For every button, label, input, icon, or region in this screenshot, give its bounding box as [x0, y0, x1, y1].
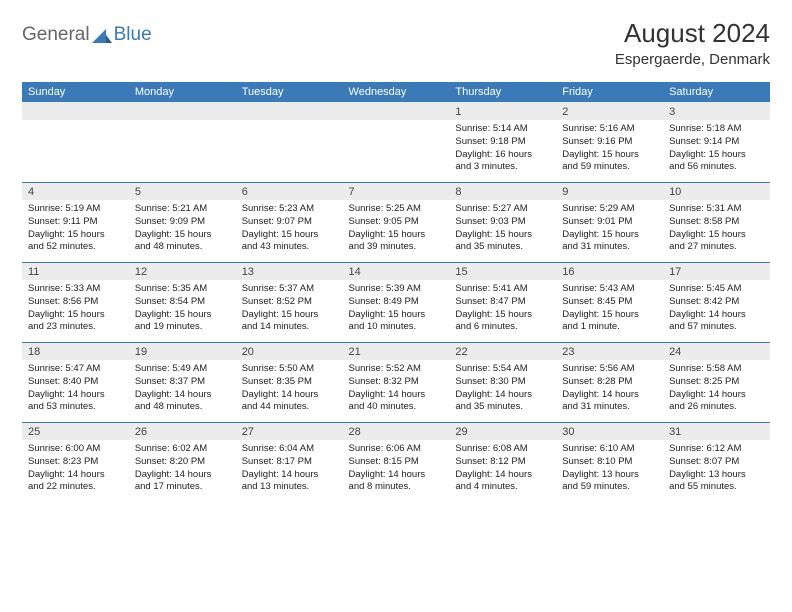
day-detail: Sunrise: 5:43 AM Sunset: 8:45 PM Dayligh…: [556, 280, 663, 342]
daynum-row: 25262728293031: [22, 422, 770, 440]
day-number: 9: [556, 182, 663, 200]
day-number: 16: [556, 262, 663, 280]
day-detail: Sunrise: 5:14 AM Sunset: 9:18 PM Dayligh…: [449, 120, 556, 182]
dayhead-mon: Monday: [129, 82, 236, 102]
day-detail: Sunrise: 5:33 AM Sunset: 8:56 PM Dayligh…: [22, 280, 129, 342]
day-detail: Sunrise: 5:18 AM Sunset: 9:14 PM Dayligh…: [663, 120, 770, 182]
day-detail: Sunrise: 5:56 AM Sunset: 8:28 PM Dayligh…: [556, 360, 663, 422]
day-number: 8: [449, 182, 556, 200]
day-detail: Sunrise: 5:49 AM Sunset: 8:37 PM Dayligh…: [129, 360, 236, 422]
day-detail: Sunrise: 5:35 AM Sunset: 8:54 PM Dayligh…: [129, 280, 236, 342]
day-number: 31: [663, 422, 770, 440]
day-number: 12: [129, 262, 236, 280]
day-number: 30: [556, 422, 663, 440]
day-number: 25: [22, 422, 129, 440]
day-number: [22, 102, 129, 120]
day-detail: Sunrise: 5:52 AM Sunset: 8:32 PM Dayligh…: [343, 360, 450, 422]
day-detail: Sunrise: 6:06 AM Sunset: 8:15 PM Dayligh…: [343, 440, 450, 502]
day-number: 29: [449, 422, 556, 440]
day-number: 11: [22, 262, 129, 280]
day-number: 27: [236, 422, 343, 440]
day-detail: Sunrise: 5:37 AM Sunset: 8:52 PM Dayligh…: [236, 280, 343, 342]
day-header-row: Sunday Monday Tuesday Wednesday Thursday…: [22, 82, 770, 102]
day-detail: Sunrise: 5:16 AM Sunset: 9:16 PM Dayligh…: [556, 120, 663, 182]
day-detail: Sunrise: 5:31 AM Sunset: 8:58 PM Dayligh…: [663, 200, 770, 262]
dayhead-thu: Thursday: [449, 82, 556, 102]
day-number: 19: [129, 342, 236, 360]
month-title: August 2024: [615, 18, 770, 49]
detail-row: Sunrise: 6:00 AM Sunset: 8:23 PM Dayligh…: [22, 440, 770, 502]
dayhead-fri: Friday: [556, 82, 663, 102]
daynum-row: 18192021222324: [22, 342, 770, 360]
day-detail: Sunrise: 5:50 AM Sunset: 8:35 PM Dayligh…: [236, 360, 343, 422]
day-detail: Sunrise: 6:04 AM Sunset: 8:17 PM Dayligh…: [236, 440, 343, 502]
logo-text-general: General: [22, 24, 90, 46]
daynum-row: 123: [22, 102, 770, 120]
dayhead-tue: Tuesday: [236, 82, 343, 102]
dayhead-sun: Sunday: [22, 82, 129, 102]
daynum-row: 45678910: [22, 182, 770, 200]
day-number: 7: [343, 182, 450, 200]
day-detail: Sunrise: 5:29 AM Sunset: 9:01 PM Dayligh…: [556, 200, 663, 262]
day-detail: Sunrise: 5:45 AM Sunset: 8:42 PM Dayligh…: [663, 280, 770, 342]
calendar-body: 123Sunrise: 5:14 AM Sunset: 9:18 PM Dayl…: [22, 102, 770, 502]
day-number: 6: [236, 182, 343, 200]
day-number: 20: [236, 342, 343, 360]
day-detail: Sunrise: 6:08 AM Sunset: 8:12 PM Dayligh…: [449, 440, 556, 502]
day-number: 10: [663, 182, 770, 200]
day-number: 4: [22, 182, 129, 200]
day-detail: Sunrise: 5:19 AM Sunset: 9:11 PM Dayligh…: [22, 200, 129, 262]
day-number: 22: [449, 342, 556, 360]
detail-row: Sunrise: 5:47 AM Sunset: 8:40 PM Dayligh…: [22, 360, 770, 422]
detail-row: Sunrise: 5:19 AM Sunset: 9:11 PM Dayligh…: [22, 200, 770, 262]
day-number: 1: [449, 102, 556, 120]
day-number: 2: [556, 102, 663, 120]
detail-row: Sunrise: 5:14 AM Sunset: 9:18 PM Dayligh…: [22, 120, 770, 182]
day-detail: Sunrise: 5:25 AM Sunset: 9:05 PM Dayligh…: [343, 200, 450, 262]
day-detail: Sunrise: 5:58 AM Sunset: 8:25 PM Dayligh…: [663, 360, 770, 422]
day-number: 23: [556, 342, 663, 360]
day-detail: Sunrise: 5:41 AM Sunset: 8:47 PM Dayligh…: [449, 280, 556, 342]
header: General Blue August 2024 Espergaerde, De…: [22, 18, 770, 68]
day-number: 17: [663, 262, 770, 280]
day-detail: Sunrise: 5:39 AM Sunset: 8:49 PM Dayligh…: [343, 280, 450, 342]
day-detail: Sunrise: 5:27 AM Sunset: 9:03 PM Dayligh…: [449, 200, 556, 262]
day-detail: Sunrise: 6:00 AM Sunset: 8:23 PM Dayligh…: [22, 440, 129, 502]
day-detail: Sunrise: 5:54 AM Sunset: 8:30 PM Dayligh…: [449, 360, 556, 422]
day-number: 13: [236, 262, 343, 280]
dayhead-sat: Saturday: [663, 82, 770, 102]
day-number: 5: [129, 182, 236, 200]
day-detail: Sunrise: 5:23 AM Sunset: 9:07 PM Dayligh…: [236, 200, 343, 262]
day-detail: Sunrise: 6:10 AM Sunset: 8:10 PM Dayligh…: [556, 440, 663, 502]
logo-triangle-icon: [92, 27, 112, 43]
day-number: 15: [449, 262, 556, 280]
logo-text-blue: Blue: [114, 24, 152, 46]
dayhead-wed: Wednesday: [343, 82, 450, 102]
day-number: 3: [663, 102, 770, 120]
day-detail: [129, 120, 236, 182]
detail-row: Sunrise: 5:33 AM Sunset: 8:56 PM Dayligh…: [22, 280, 770, 342]
daynum-row: 11121314151617: [22, 262, 770, 280]
day-detail: [22, 120, 129, 182]
day-number: [343, 102, 450, 120]
day-number: 26: [129, 422, 236, 440]
day-number: 28: [343, 422, 450, 440]
day-number: 24: [663, 342, 770, 360]
day-detail: Sunrise: 5:21 AM Sunset: 9:09 PM Dayligh…: [129, 200, 236, 262]
day-detail: [236, 120, 343, 182]
day-number: 14: [343, 262, 450, 280]
title-block: August 2024 Espergaerde, Denmark: [615, 18, 770, 68]
day-detail: Sunrise: 6:02 AM Sunset: 8:20 PM Dayligh…: [129, 440, 236, 502]
day-number: [129, 102, 236, 120]
day-detail: Sunrise: 5:47 AM Sunset: 8:40 PM Dayligh…: [22, 360, 129, 422]
location: Espergaerde, Denmark: [615, 51, 770, 68]
day-detail: Sunrise: 6:12 AM Sunset: 8:07 PM Dayligh…: [663, 440, 770, 502]
day-number: 21: [343, 342, 450, 360]
logo: General Blue: [22, 18, 152, 46]
day-detail: [343, 120, 450, 182]
calendar-table: Sunday Monday Tuesday Wednesday Thursday…: [22, 82, 770, 502]
day-number: [236, 102, 343, 120]
day-number: 18: [22, 342, 129, 360]
